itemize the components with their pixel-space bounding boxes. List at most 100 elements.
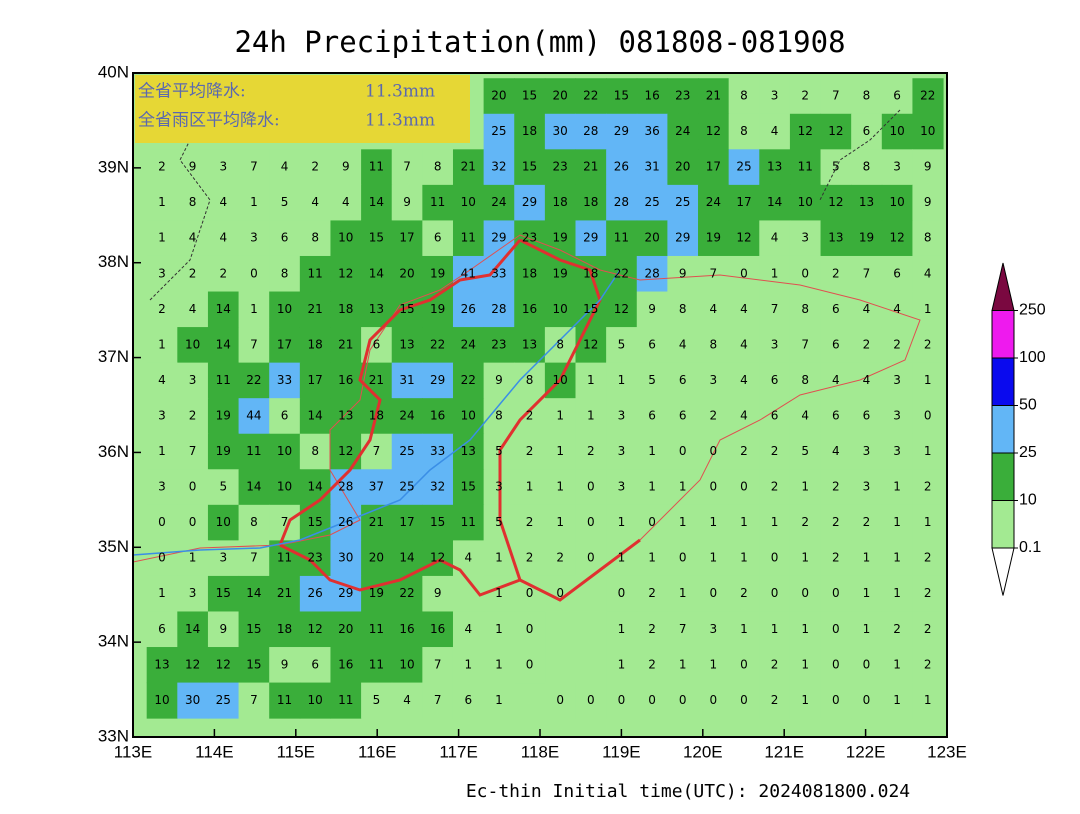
precip-cell xyxy=(728,327,760,364)
precip-cell xyxy=(269,220,301,257)
precip-cell xyxy=(881,647,913,684)
precip-cell xyxy=(575,327,607,364)
precip-value: 1 xyxy=(863,622,871,636)
precip-value: 14 xyxy=(369,266,384,280)
precip-value: 15 xyxy=(308,515,323,529)
precip-value: 29 xyxy=(491,231,506,245)
precip-cell xyxy=(667,327,699,364)
precip-value: 22 xyxy=(920,89,935,103)
precip-cell xyxy=(912,398,944,435)
precip-cell xyxy=(881,469,913,506)
precip-value: 4 xyxy=(219,231,227,245)
precip-cell xyxy=(422,362,454,399)
precip-cell xyxy=(299,255,331,293)
precip-value: 1 xyxy=(893,657,901,671)
precip-cell xyxy=(544,149,577,186)
precip-value: 23 xyxy=(522,231,537,245)
precip-cell xyxy=(238,255,270,293)
y-tick-label: 36N xyxy=(98,442,129,461)
precip-cell xyxy=(606,398,638,435)
precip-cell xyxy=(851,682,883,719)
precip-value: 3 xyxy=(189,373,197,387)
precip-value: 7 xyxy=(434,657,442,671)
precip-value: 22 xyxy=(430,337,445,351)
precip-value: 7 xyxy=(434,693,442,707)
precip-cell xyxy=(912,504,944,541)
precip-value: 33 xyxy=(491,266,506,280)
precip-cell xyxy=(698,291,730,328)
precip-value: 0 xyxy=(526,586,534,600)
precip-value: 1 xyxy=(924,515,932,529)
precip-cell xyxy=(912,469,944,506)
precip-cell xyxy=(698,504,730,541)
precip-cell xyxy=(207,362,240,399)
precip-cell xyxy=(391,184,423,221)
precip-cell xyxy=(146,682,178,719)
precip-value: 10 xyxy=(185,337,200,351)
precip-cell xyxy=(483,113,515,150)
precip-cell xyxy=(820,682,852,719)
precip-value: 1 xyxy=(158,444,166,458)
precip-value: 41 xyxy=(461,266,476,280)
precip-cell xyxy=(483,78,515,115)
precip-value: 8 xyxy=(801,302,809,316)
precip-cell xyxy=(514,469,546,506)
precip-value: 36 xyxy=(644,124,659,138)
precip-value: 8 xyxy=(801,373,809,387)
precip-cell xyxy=(330,682,362,719)
precip-value: 29 xyxy=(338,586,353,600)
precip-value: 29 xyxy=(430,373,445,387)
precip-cell xyxy=(452,682,485,719)
precip-value: 1 xyxy=(679,515,687,529)
precip-value: 18 xyxy=(338,302,353,316)
precip-cell xyxy=(299,184,331,221)
precip-cell xyxy=(452,433,485,470)
precip-value: 25 xyxy=(736,160,751,174)
precip-cell xyxy=(667,255,699,293)
x-tick-label: 117E xyxy=(439,742,477,761)
precip-cell xyxy=(728,78,760,115)
precip-cell xyxy=(238,149,270,186)
precip-cell xyxy=(881,149,913,186)
precip-value: 19 xyxy=(216,444,231,458)
precip-value: 1 xyxy=(158,337,166,351)
precip-value: 0 xyxy=(556,693,564,707)
precip-cell xyxy=(698,682,730,719)
precip-value: 8 xyxy=(740,89,748,103)
precip-cell xyxy=(575,469,607,506)
precip-cell xyxy=(207,469,240,506)
precip-cell xyxy=(238,647,270,684)
precip-cell xyxy=(330,291,362,328)
precip-cell xyxy=(820,255,852,293)
precip-value: 1 xyxy=(801,622,809,636)
precip-value: 9 xyxy=(403,195,411,209)
precip-cell xyxy=(391,504,423,541)
precip-value: 22 xyxy=(461,373,476,387)
precip-cell xyxy=(299,220,331,257)
precip-value: 10 xyxy=(889,195,904,209)
precip-value: 18 xyxy=(308,337,323,351)
precip-value: 12 xyxy=(583,337,598,351)
precip-value: 19 xyxy=(216,408,231,422)
precip-value: 21 xyxy=(369,373,384,387)
precip-value: 3 xyxy=(863,480,871,494)
precip-cell xyxy=(544,682,577,719)
precip-cell xyxy=(728,611,760,648)
precip-value: 29 xyxy=(614,124,629,138)
precip-value: 1 xyxy=(801,480,809,494)
precip-value: 3 xyxy=(893,408,901,422)
precip-value: 14 xyxy=(369,195,384,209)
precip-cell xyxy=(851,327,883,364)
precip-value: 2 xyxy=(158,302,166,316)
title: 24h Precipitation(mm) 081808-081908 xyxy=(234,25,845,59)
precip-cell xyxy=(452,220,485,257)
colorbar-box xyxy=(991,500,1015,549)
precip-value: 0 xyxy=(832,657,840,671)
precip-value: 2 xyxy=(526,408,534,422)
precip-value: 14 xyxy=(308,408,323,422)
precip-cell xyxy=(698,78,730,115)
precip-cell xyxy=(789,575,822,612)
precip-value: 15 xyxy=(430,515,445,529)
precip-value: 3 xyxy=(893,160,901,174)
precip-cell xyxy=(207,611,240,648)
